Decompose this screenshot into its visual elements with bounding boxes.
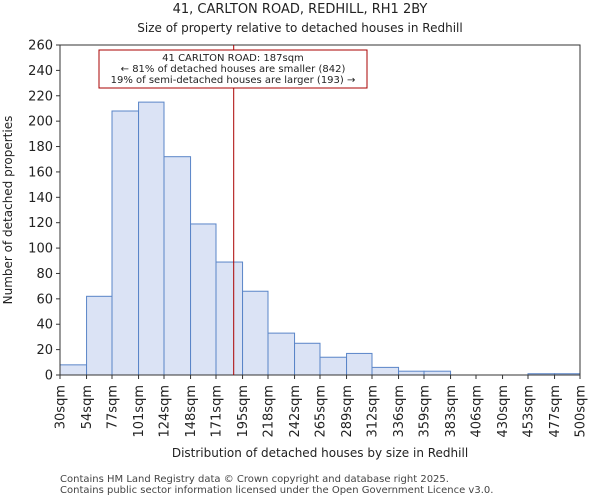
x-tick-label: 54sqm: [80, 385, 95, 429]
x-tick-label: 101sqm: [132, 385, 147, 438]
histogram-bar: [138, 101, 165, 376]
x-tick-label: 289sqm: [340, 385, 355, 438]
histogram-bar: [371, 366, 400, 376]
histogram-bar: [346, 352, 373, 376]
y-tick-label: 140: [28, 191, 53, 206]
x-axis-label: Distribution of detached houses by size …: [172, 446, 468, 460]
plot-area: 0 20 40 60 80 100 120 140 160 180 200 220 240 260 30sq…: [28, 39, 588, 438]
x-tick-label: 312sqm: [366, 385, 381, 438]
annotation-box: [98, 49, 368, 89]
x-tick-label: 30sqm: [54, 385, 69, 429]
footer-line-2: Contains public sector information licen…: [60, 485, 494, 496]
y-tick-label: 260: [28, 39, 53, 54]
histogram-bar: [423, 370, 452, 376]
footer-line-1: Contains HM Land Registry data © Crown c…: [60, 474, 449, 485]
histogram-bar: [163, 156, 192, 376]
histogram-bar: [190, 223, 217, 376]
x-tick-label: 477sqm: [548, 385, 563, 438]
x-tick-label: 265sqm: [314, 385, 329, 438]
annotation-line-2: ← 81% of detached houses are smaller (84…: [121, 64, 346, 75]
x-tick-label: 430sqm: [496, 385, 511, 438]
y-tick-label: 200: [28, 115, 53, 130]
x-tick-label: 383sqm: [444, 385, 459, 438]
x-tick-label: 453sqm: [522, 385, 537, 438]
y-tick-label: 0: [45, 369, 53, 384]
x-tick-label: 336sqm: [392, 385, 407, 438]
x-tick-label: 148sqm: [184, 385, 199, 438]
histogram-bar: [319, 356, 348, 376]
plot-frame: [59, 44, 581, 376]
chart-title: 41, CARLTON ROAD, REDHILL, RH1 2BY: [173, 2, 428, 17]
x-tick-label: 77sqm: [106, 385, 121, 429]
x-tick-label: 359sqm: [418, 385, 433, 438]
y-tick-label: 120: [28, 216, 53, 231]
y-tick-label: 100: [28, 242, 53, 257]
histogram-bar: [86, 295, 113, 376]
histogram-bar: [294, 342, 321, 376]
y-tick-label: 20: [36, 343, 53, 358]
x-tick-label: 195sqm: [236, 385, 251, 438]
y-tick-label: 160: [28, 165, 53, 180]
y-axis-label: Number of detached properties: [1, 116, 15, 305]
x-tick-label: 218sqm: [262, 385, 277, 438]
y-tick-label: 80: [36, 267, 53, 282]
plot-background: [242, 45, 580, 375]
histogram-bar: [59, 364, 88, 376]
x-tick-label: 406sqm: [470, 385, 485, 438]
histogram-bar: [242, 290, 269, 376]
y-tick-label: 60: [36, 292, 53, 307]
histogram-bar: [215, 261, 244, 376]
y-tick-label: 220: [28, 89, 53, 104]
x-tick-label: 242sqm: [288, 385, 303, 438]
x-tick-label: 124sqm: [158, 385, 173, 438]
chart-subtitle: Size of property relative to detached ho…: [137, 21, 462, 35]
x-tick-label: 171sqm: [210, 385, 225, 438]
annotation-line-1: 41 CARLTON ROAD: 187sqm: [162, 53, 304, 64]
histogram-bar: [398, 370, 425, 376]
y-tick-label: 180: [28, 140, 53, 155]
y-tick-label: 240: [28, 64, 53, 79]
histogram-bar: [267, 332, 296, 376]
y-tick-label: 40: [36, 318, 53, 333]
histogram-bar: [111, 110, 140, 376]
x-tick-label: 500sqm: [574, 385, 589, 438]
annotation-line-3: 19% of semi-detached houses are larger (…: [111, 75, 356, 86]
